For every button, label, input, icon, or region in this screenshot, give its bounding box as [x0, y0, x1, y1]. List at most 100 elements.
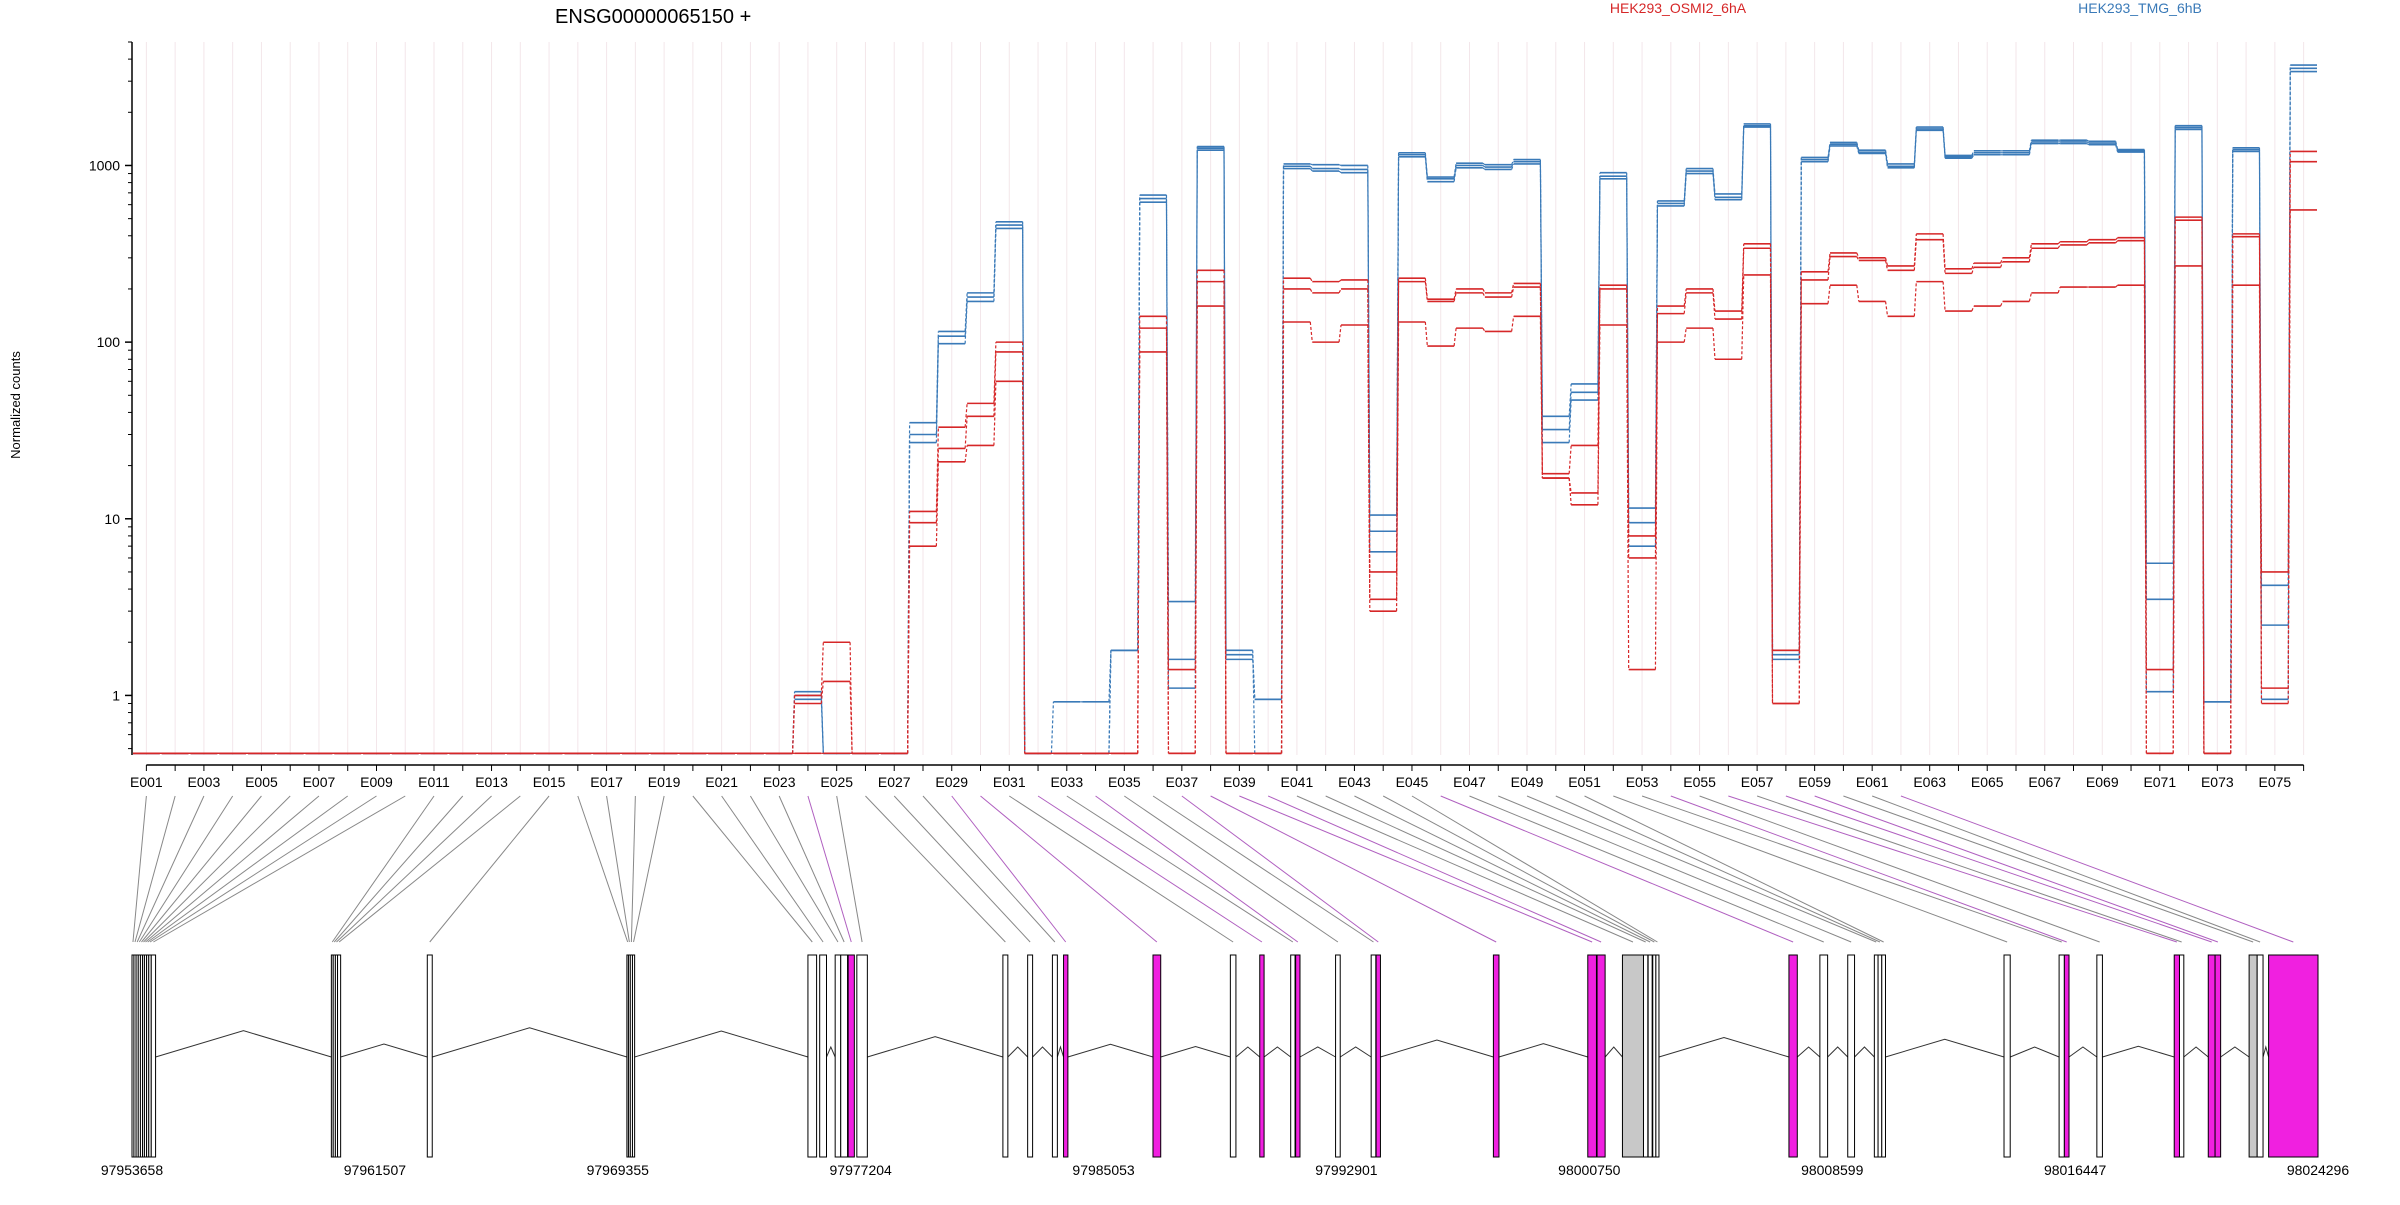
intron: [2183, 1046, 2209, 1058]
exon-transition: [2115, 240, 2119, 244]
exon-part: [1873, 954, 1879, 1158]
exon-part: [1788, 954, 1798, 1158]
exon-transition: [1712, 170, 1716, 198]
genome-coordinate-label: 98016447: [2044, 1162, 2107, 1178]
exon-transition: [1913, 130, 1917, 168]
exon-transition: [1712, 292, 1716, 320]
exon-part: [2003, 954, 2011, 1158]
exon-connector: [1124, 795, 1339, 943]
exon-transition: [1884, 260, 1889, 271]
exon-connector: [1239, 795, 1593, 943]
exon-transition: [1511, 286, 1515, 298]
exon-transition: [1395, 321, 1400, 612]
exon-connector: [1296, 795, 1634, 943]
x-tick-label: E059: [1798, 774, 1831, 790]
exon-part: [1881, 954, 1886, 1158]
exon-connector: [951, 795, 1067, 943]
exon-transition: [2201, 217, 2205, 754]
exon-transition: [1856, 145, 1860, 154]
exon-part: [1587, 954, 1597, 1158]
exon-part: [1027, 954, 1034, 1158]
intron: [2102, 1045, 2175, 1058]
x-tick-label: E013: [475, 774, 508, 790]
exon-transition: [1424, 156, 1428, 182]
genome-coordinate-label: 98008599: [1801, 1162, 1864, 1178]
exon-transition: [1683, 328, 1687, 343]
exon-connector: [134, 795, 176, 943]
exon-transition: [1971, 150, 1975, 156]
exon-connector: [1152, 795, 1374, 943]
exon-connector: [1440, 795, 1794, 943]
exon-transition: [1971, 152, 1975, 158]
exon-part: [2096, 954, 2103, 1158]
exon-transition: [1453, 163, 1457, 178]
exon-connector: [865, 795, 1006, 943]
exon-connector: [1009, 795, 1234, 943]
exon-transition: [849, 681, 853, 754]
exon-connector: [1411, 795, 1658, 943]
exon-transition: [1942, 281, 1946, 312]
x-tick-label: E023: [763, 774, 796, 790]
exon-transition: [2057, 286, 2061, 294]
exon-transition: [1137, 351, 1141, 754]
exon-transition: [964, 445, 968, 462]
exon-connector: [1267, 795, 1602, 943]
chart-title: ENSG00000065150 +: [555, 6, 751, 28]
exon-transition: [1568, 383, 1572, 417]
x-tick-label: E039: [1223, 774, 1256, 790]
exon-transition: [2000, 301, 2004, 307]
exon-connector: [630, 795, 636, 943]
exon-transition: [964, 416, 968, 449]
exon-part: [2207, 954, 2216, 1158]
exon-part: [807, 954, 818, 1158]
exon-transition: [1884, 257, 1889, 267]
genome-coordinate-label: 97977204: [830, 1162, 893, 1178]
exon-transition: [935, 427, 939, 512]
exon-transition: [1913, 281, 1917, 317]
exon-transition: [2172, 265, 2176, 754]
exon-part: [834, 954, 842, 1158]
exon-part: [2256, 954, 2264, 1158]
exon-transition: [1568, 445, 1572, 474]
legend-entry-tmg: HEK293_TMG_6hB: [2078, 0, 2202, 16]
exon-connector: [336, 795, 492, 943]
exon-transition: [1597, 178, 1601, 401]
exon-transition: [1050, 701, 1055, 754]
exon-part: [631, 954, 636, 1158]
exon-transition: [1827, 252, 1831, 272]
exon-part: [1642, 954, 1649, 1158]
genome-coordinate-label: 97961507: [344, 1162, 407, 1178]
exon-connector: [1210, 795, 1497, 943]
exon-transition: [2086, 242, 2090, 246]
exon-part: [1655, 954, 1660, 1158]
exon-connector: [331, 795, 435, 943]
x-tick-label: E043: [1338, 774, 1371, 790]
exon-transition: [2287, 161, 2291, 689]
exon-connector: [147, 795, 349, 943]
exon-transition: [2086, 239, 2090, 243]
exon-transition: [1741, 243, 1745, 312]
exon-connector: [1900, 795, 2294, 943]
exon-connector: [778, 795, 845, 943]
intron: [2068, 1046, 2098, 1058]
exon-connector: [1382, 795, 1655, 943]
exon-part: [1621, 954, 1644, 1158]
exon-transition: [1511, 159, 1515, 165]
exon-connector: [922, 795, 1056, 943]
intron: [634, 1030, 809, 1058]
exon-connector: [1756, 795, 2182, 943]
exon-transition: [1309, 321, 1313, 343]
exon-transition: [1252, 659, 1256, 700]
exon-connector: [1469, 795, 1824, 943]
exon-transition: [935, 343, 939, 443]
x-tick-label: E035: [1108, 774, 1141, 790]
exon-part: [1370, 954, 1377, 1158]
intron: [1854, 1046, 1875, 1058]
x-tick-label: E053: [1626, 774, 1659, 790]
exon-transition: [820, 642, 824, 696]
x-tick-label: E031: [993, 774, 1026, 790]
exon-part: [1229, 954, 1237, 1158]
x-tick-label: E009: [360, 774, 393, 790]
exon-part: [2248, 954, 2258, 1158]
